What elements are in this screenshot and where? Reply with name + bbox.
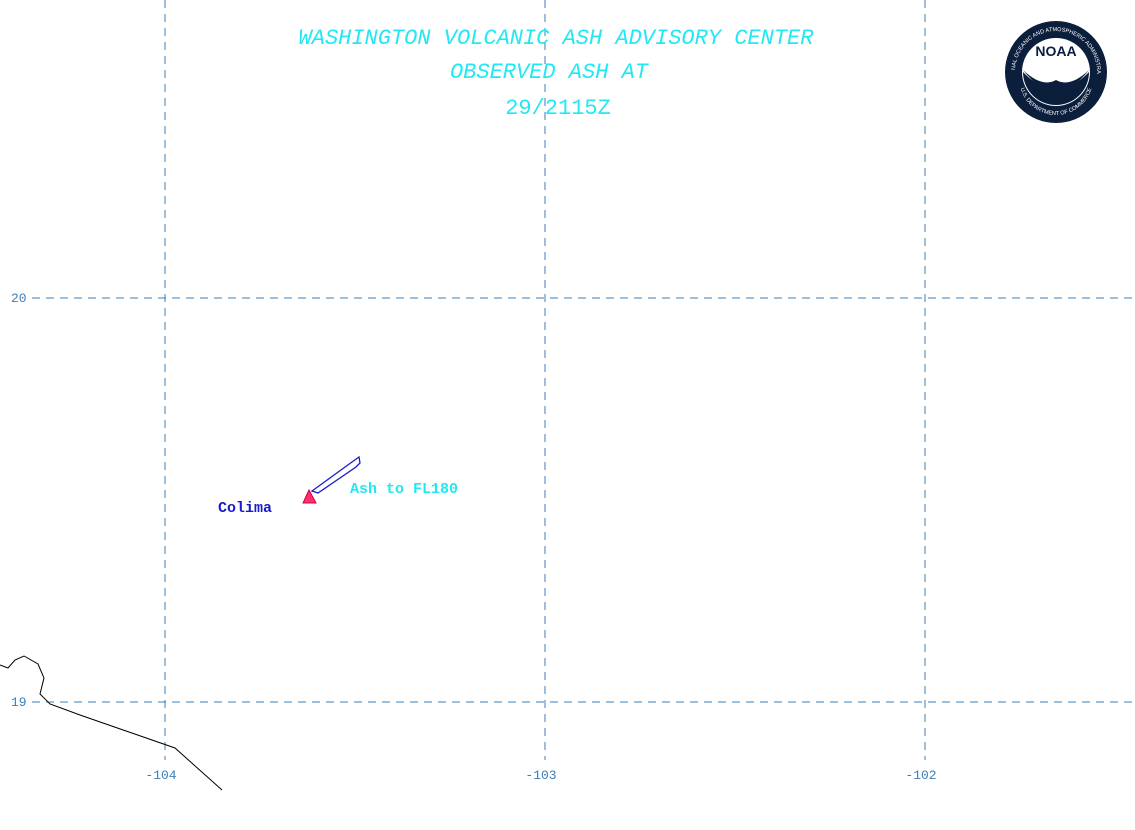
title-line: 29/2115Z [505, 96, 611, 121]
latitude-label: 20 [11, 291, 27, 306]
graticule: -104 -103 -102 20 19 [11, 0, 1135, 783]
longitude-label: -102 [905, 768, 936, 783]
volcano-name: Colima [218, 500, 272, 517]
logo-acronym: NOAA [1035, 43, 1076, 59]
volcano-marker [302, 488, 317, 504]
coastline [0, 655, 223, 791]
title-line: OBSERVED ASH AT [450, 60, 650, 85]
logo-bird [1023, 70, 1089, 93]
logo-sea [1023, 72, 1089, 105]
longitude-label: -103 [525, 768, 556, 783]
title-line: WASHINGTON VOLCANIC ASH ADVISORY CENTER [299, 26, 815, 51]
ash-label: Ash to FL180 [350, 481, 458, 498]
longitude-label: -104 [145, 768, 176, 783]
ash-plume [310, 455, 361, 494]
latitude-label: 19 [11, 695, 27, 710]
